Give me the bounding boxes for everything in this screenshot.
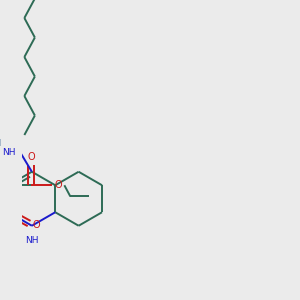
Text: H: H [0, 139, 1, 148]
Text: O: O [32, 220, 40, 230]
Text: O: O [55, 180, 62, 190]
Text: NH: NH [2, 148, 15, 157]
Text: O: O [27, 152, 35, 162]
Text: NH: NH [25, 236, 39, 245]
